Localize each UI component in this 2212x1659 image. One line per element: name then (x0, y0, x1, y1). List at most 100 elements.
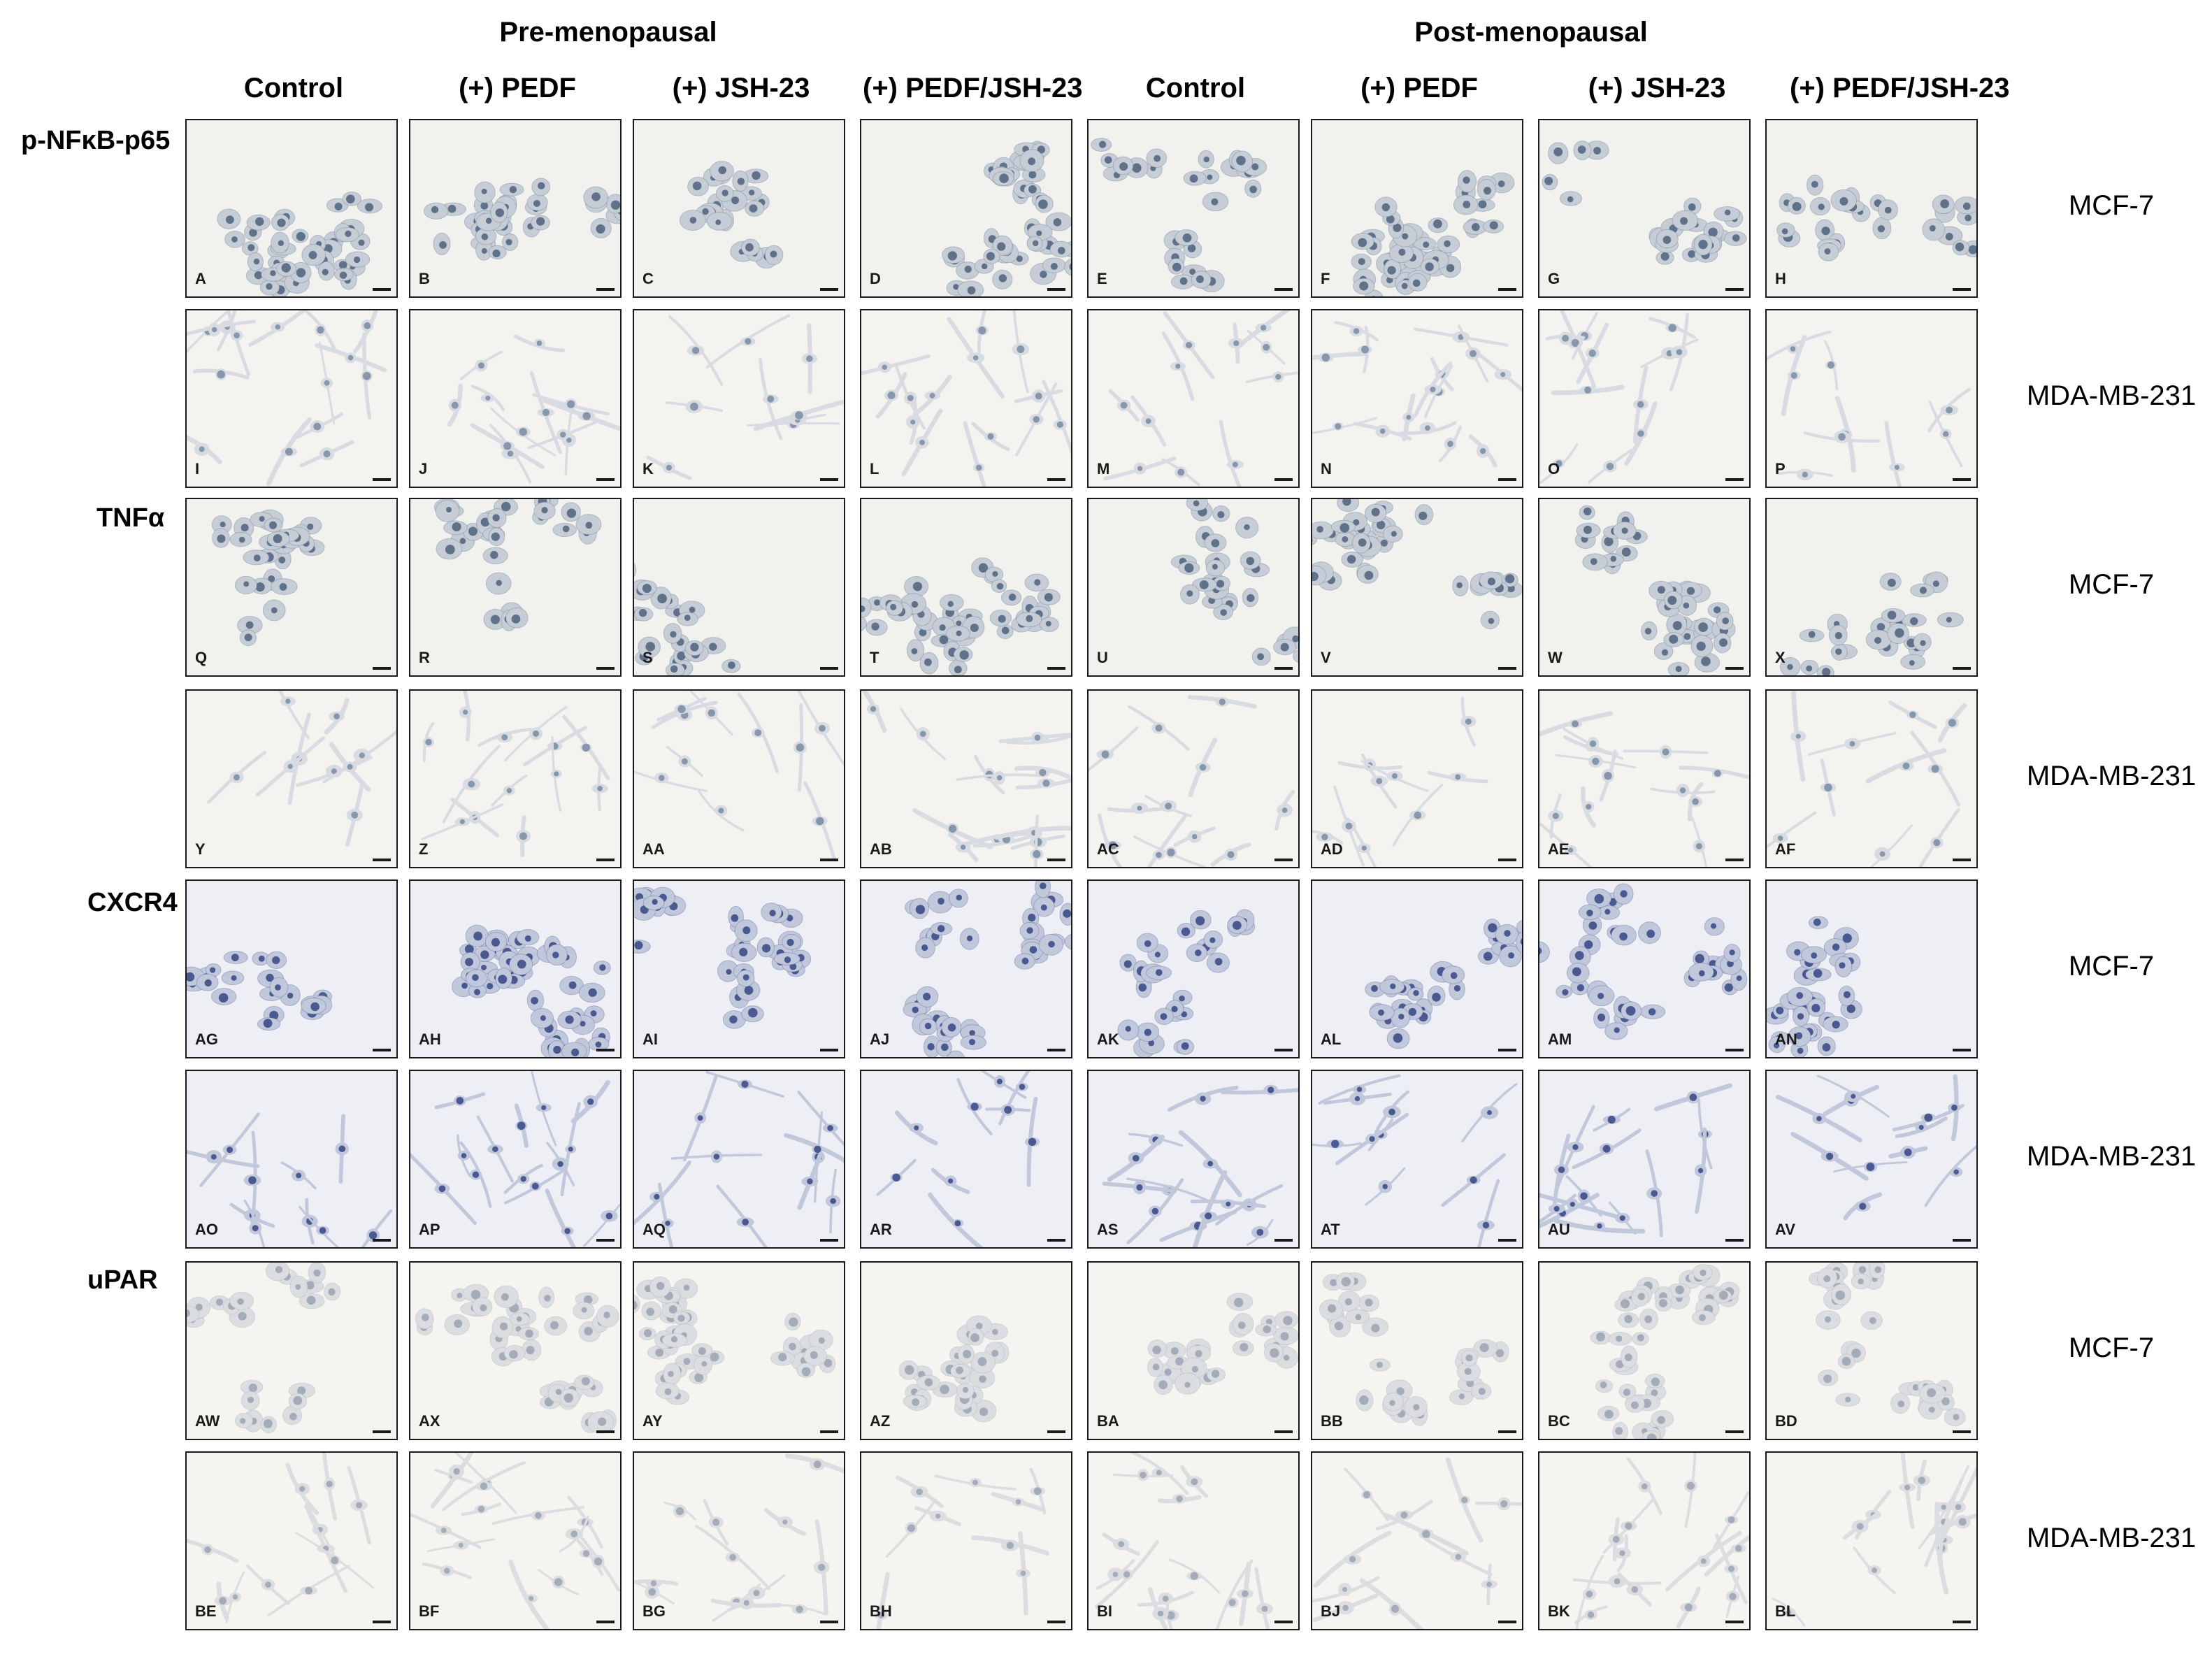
cell-nucleus (1132, 1154, 1140, 1162)
cell-nucleus (247, 244, 255, 252)
cell-nucleus (503, 442, 512, 450)
cell-nucleus (1205, 1212, 1212, 1220)
cell-nucleus (737, 178, 745, 185)
cell-nucleus (948, 1178, 954, 1184)
cell-nucleus (356, 1502, 363, 1509)
cell-nucleus (1610, 556, 1617, 562)
micrograph-panel: S (633, 498, 845, 677)
micrograph-image (1094, 1453, 1274, 1629)
cell-nucleus (1894, 464, 1899, 470)
cell-nucleus (1811, 1003, 1820, 1013)
cell-nucleus (505, 238, 512, 245)
cell-nucleus (1813, 969, 1823, 978)
cell-nucleus (1321, 833, 1328, 840)
cell-nucleus (1824, 1316, 1832, 1323)
cell-nucleus (368, 1231, 378, 1240)
cell-nucleus (1646, 1433, 1657, 1439)
cell-nucleus (1016, 255, 1023, 262)
cell-nucleus (563, 1393, 573, 1403)
cell-nucleus (255, 582, 265, 592)
cell-nucleus (1637, 401, 1644, 408)
cell-nucleus (1500, 1500, 1508, 1508)
cell-nucleus (1946, 617, 1952, 623)
micrograph-image (433, 499, 602, 631)
panel-letter: BE (195, 1602, 217, 1620)
cell-process (861, 354, 931, 375)
cell-nucleus (1340, 523, 1350, 533)
cell-nucleus (666, 464, 673, 471)
cell-nucleus (1283, 1354, 1290, 1361)
cell-nucleus (1874, 636, 1882, 645)
cell-nucleus (1211, 1370, 1220, 1378)
cell-nucleus (1590, 558, 1597, 566)
cell-nucleus (1580, 1192, 1588, 1200)
scale-bar (1498, 859, 1516, 861)
cell-nucleus (927, 1043, 935, 1051)
panel-letter: AZ (870, 1412, 891, 1430)
cell-nucleus (1637, 1334, 1644, 1342)
cell-nucleus (1364, 570, 1374, 580)
micrograph-image (211, 509, 325, 647)
micrograph-panel: A (185, 119, 398, 298)
cell-nucleus (874, 599, 881, 606)
cell-nucleus (1787, 663, 1793, 670)
panel-letter: G (1548, 270, 1560, 287)
panel-letter: BL (1775, 1602, 1796, 1620)
cell-nucleus (277, 218, 286, 227)
cell-nucleus (568, 981, 577, 989)
cell-nucleus (1132, 163, 1142, 173)
micrograph-panel: AY (633, 1261, 845, 1440)
cell-nucleus (275, 1265, 283, 1274)
cell-nucleus (1195, 275, 1204, 283)
cell-nucleus (1588, 350, 1596, 357)
cell-nucleus (1657, 586, 1665, 594)
panel-letter: AA (642, 840, 665, 858)
cell-nucleus (975, 464, 982, 471)
cell-nucleus (642, 584, 652, 594)
micrograph-image (1539, 1083, 1732, 1237)
cell-nucleus (1211, 539, 1220, 547)
cell-nucleus (710, 1352, 719, 1362)
cell-nucleus (827, 1125, 833, 1131)
cell-nucleus (1189, 268, 1196, 275)
cell-nucleus (1216, 580, 1225, 588)
micrograph-panel: AP (409, 1070, 622, 1249)
scale-bar (596, 1430, 615, 1433)
cell-nucleus (1718, 1291, 1728, 1300)
micrograph-panel: AA (633, 689, 845, 868)
cell-nucleus (451, 401, 459, 409)
micrograph-panel: B (409, 119, 622, 298)
cell-nucleus (1586, 910, 1593, 917)
cell-nucleus (1039, 882, 1047, 890)
cell-nucleus (656, 1281, 665, 1291)
cell-nucleus (1463, 176, 1470, 184)
cell-nucleus (690, 642, 699, 652)
cell-nucleus (1910, 617, 1918, 626)
cell-nucleus (721, 189, 728, 196)
cell-nucleus (940, 1043, 949, 1051)
cell-nucleus (1334, 1321, 1344, 1330)
cell-nucleus (1644, 1315, 1653, 1323)
cell-nucleus (634, 940, 643, 950)
cell-nucleus (967, 286, 976, 295)
panel-letter: AW (195, 1412, 220, 1430)
cell-nucleus (962, 1386, 969, 1393)
cell-nucleus (1017, 345, 1025, 354)
cell-nucleus (1249, 185, 1257, 194)
cell-nucleus (1661, 649, 1669, 656)
scale-bar (373, 859, 391, 861)
cell-nucleus (964, 265, 972, 273)
cell-nucleus (520, 1176, 526, 1182)
cell-nucleus (1391, 773, 1398, 779)
cell-nucleus (465, 958, 473, 966)
micrograph-image (423, 178, 620, 261)
cell-nucleus (638, 608, 647, 617)
micrograph-image (942, 141, 1071, 296)
cell-nucleus (1232, 461, 1238, 468)
cell-nucleus (445, 545, 455, 554)
cell-nucleus (481, 188, 487, 194)
micrograph-image (1102, 1084, 1298, 1247)
cell-nucleus (1676, 349, 1683, 355)
cell-nucleus (1233, 1298, 1244, 1307)
cell-nucleus (490, 615, 501, 624)
